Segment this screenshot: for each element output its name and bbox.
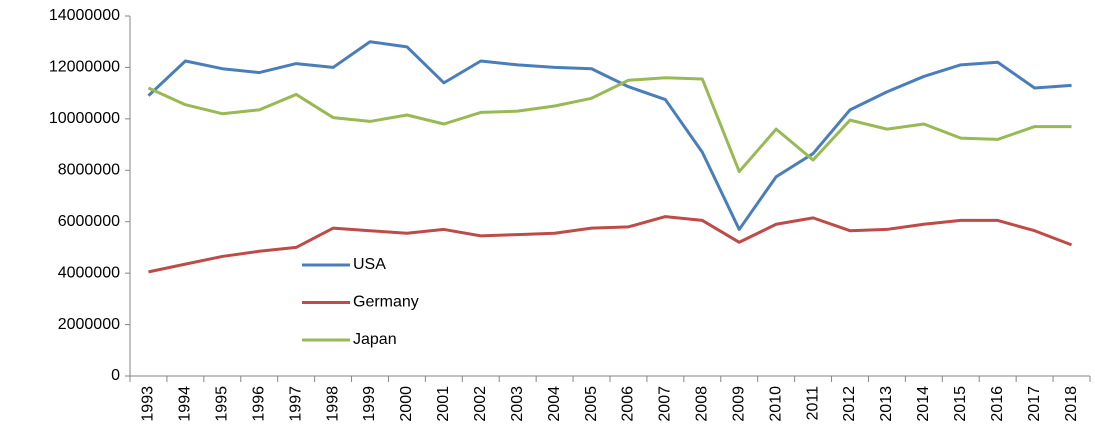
legend-label: Germany <box>353 294 419 311</box>
legend-label: Japan <box>353 331 397 348</box>
x-tick-label: 1995 <box>214 386 231 422</box>
x-tick-label: 2003 <box>509 386 526 422</box>
x-tick-label: 2013 <box>878 386 895 422</box>
series-line <box>147 40 1072 231</box>
x-tick-label: 2004 <box>546 386 563 422</box>
y-tick-label: 4000000 <box>58 264 120 281</box>
x-tick-label: 2007 <box>657 386 674 422</box>
x-tick-label: 1999 <box>361 386 378 422</box>
x-tick-label: 2009 <box>730 386 747 422</box>
x-tick-label: 1998 <box>324 386 341 422</box>
x-tick-label: 1997 <box>287 386 304 422</box>
x-tick-label: 1993 <box>140 386 157 422</box>
y-tick-label: 10000000 <box>49 110 120 127</box>
x-tick-label: 2001 <box>435 386 452 422</box>
x-tick-label: 2006 <box>620 386 637 422</box>
legend-label: USA <box>353 256 386 273</box>
x-tick-label: 2015 <box>952 386 969 422</box>
y-tick-label: 2000000 <box>58 316 120 333</box>
x-tick-label: 2018 <box>1063 386 1080 422</box>
y-tick-label: 6000000 <box>58 213 120 230</box>
x-tick-label: 2002 <box>472 386 489 422</box>
x-tick-label: 2016 <box>989 386 1006 422</box>
x-tick-label: 2000 <box>398 386 415 422</box>
x-tick-label: 2011 <box>804 386 821 421</box>
x-tick-label: 2010 <box>767 386 784 422</box>
x-tick-label: 2017 <box>1026 386 1043 422</box>
series-line <box>148 215 1073 274</box>
x-tick-label: 2008 <box>694 386 711 422</box>
series-line <box>147 76 1072 174</box>
y-tick-label: 14000000 <box>49 7 120 24</box>
x-tick-label: 2012 <box>841 386 858 422</box>
x-tick-label: 2005 <box>583 386 600 422</box>
y-tick-label: 8000000 <box>58 162 120 179</box>
x-tick-label: 2014 <box>915 386 932 422</box>
x-tick-label: 1994 <box>177 386 194 422</box>
x-tick-label: 1996 <box>250 386 267 422</box>
y-tick-label: 0 <box>111 367 120 384</box>
y-tick-label: 12000000 <box>49 59 120 76</box>
